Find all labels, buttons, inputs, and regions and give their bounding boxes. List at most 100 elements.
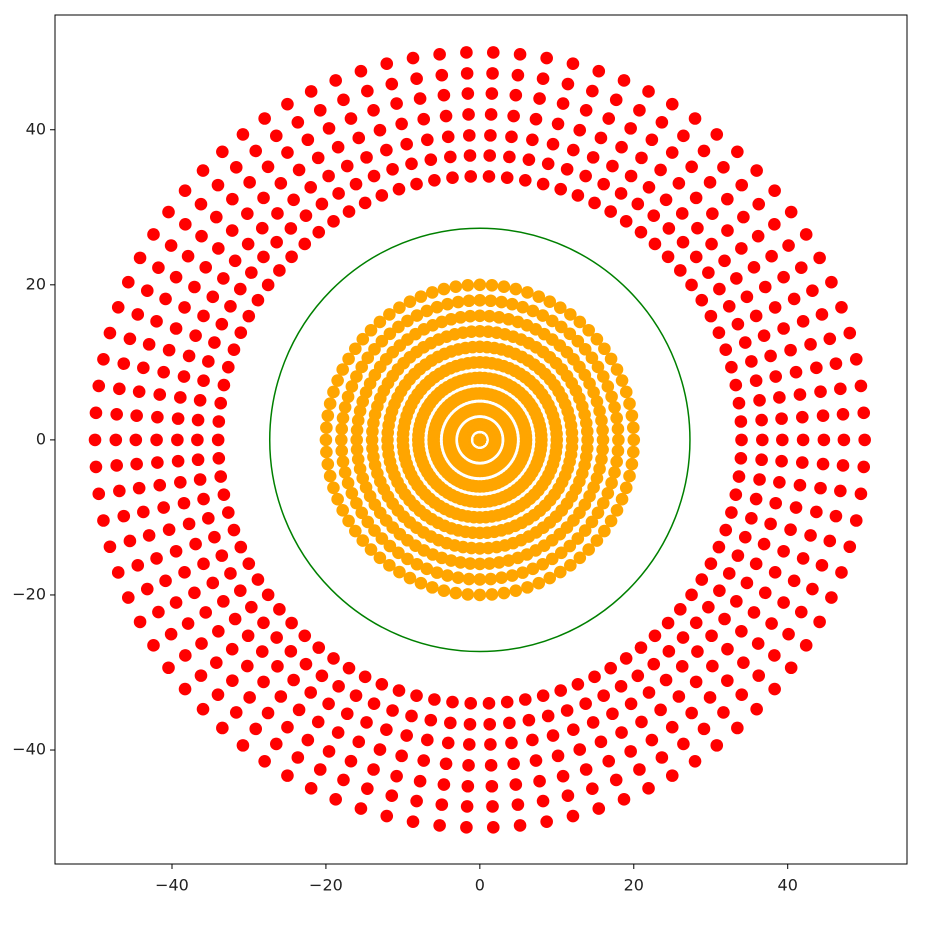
point — [385, 77, 399, 91]
point — [214, 396, 228, 410]
point — [745, 512, 758, 525]
point — [335, 433, 348, 447]
point — [212, 415, 226, 428]
point — [380, 143, 393, 157]
point — [228, 612, 242, 626]
point — [513, 48, 527, 61]
point — [586, 151, 600, 164]
point — [561, 77, 575, 91]
point — [437, 778, 451, 791]
point — [196, 164, 210, 177]
point — [615, 726, 628, 739]
point — [593, 462, 606, 476]
point — [169, 596, 183, 609]
point — [606, 159, 619, 173]
point — [768, 218, 781, 231]
point — [507, 109, 520, 123]
point — [321, 409, 335, 422]
point — [460, 800, 474, 813]
point — [596, 370, 610, 383]
point — [236, 739, 250, 752]
point — [546, 729, 560, 742]
point — [284, 645, 298, 658]
point — [449, 280, 463, 294]
point — [153, 478, 167, 492]
point — [245, 600, 258, 614]
point — [752, 669, 766, 682]
point — [602, 754, 616, 768]
point — [704, 309, 718, 323]
point — [609, 773, 623, 787]
point — [749, 374, 763, 388]
point — [406, 815, 420, 828]
point — [375, 334, 389, 348]
point — [591, 506, 605, 520]
point — [592, 802, 606, 815]
point — [705, 629, 718, 643]
point — [564, 559, 577, 572]
point — [177, 370, 191, 383]
point — [400, 137, 413, 151]
point — [794, 261, 808, 275]
point — [425, 286, 439, 299]
point — [588, 670, 601, 684]
point — [749, 557, 763, 571]
point — [782, 627, 795, 641]
point — [226, 192, 239, 206]
point — [169, 544, 183, 558]
point — [373, 551, 387, 565]
point — [595, 414, 608, 427]
point — [672, 176, 686, 190]
point — [729, 378, 743, 392]
point — [229, 706, 243, 719]
point — [451, 295, 465, 309]
point — [473, 588, 487, 602]
point — [503, 150, 516, 164]
point — [685, 160, 698, 174]
point — [355, 360, 369, 374]
point — [437, 584, 451, 597]
point — [424, 153, 438, 166]
point — [227, 523, 241, 537]
point — [345, 486, 359, 500]
point — [543, 571, 557, 585]
point — [355, 506, 369, 520]
point — [327, 481, 340, 495]
point — [301, 133, 315, 147]
point — [208, 336, 221, 349]
point — [142, 338, 156, 351]
point — [169, 270, 183, 284]
point — [241, 629, 255, 643]
point — [147, 228, 160, 241]
point — [401, 552, 414, 566]
point — [393, 565, 406, 579]
point — [261, 706, 275, 720]
point — [97, 514, 110, 527]
point — [228, 254, 242, 268]
point — [320, 445, 333, 459]
point — [829, 357, 843, 370]
point — [414, 576, 428, 590]
point — [731, 721, 744, 735]
point — [358, 196, 372, 210]
point — [197, 492, 210, 506]
point — [225, 642, 239, 656]
point — [410, 689, 423, 702]
point — [755, 413, 768, 427]
point — [735, 624, 748, 638]
point — [336, 363, 349, 376]
point — [596, 433, 610, 447]
point — [737, 210, 750, 224]
point — [463, 309, 477, 323]
point — [554, 684, 568, 697]
point — [571, 189, 585, 202]
x-tick-label: −20 — [309, 876, 343, 895]
point — [428, 173, 441, 187]
point — [702, 600, 715, 614]
point — [147, 639, 160, 652]
point — [352, 131, 366, 145]
point — [500, 171, 514, 185]
point — [784, 523, 797, 536]
point — [117, 509, 131, 523]
point — [331, 374, 344, 387]
